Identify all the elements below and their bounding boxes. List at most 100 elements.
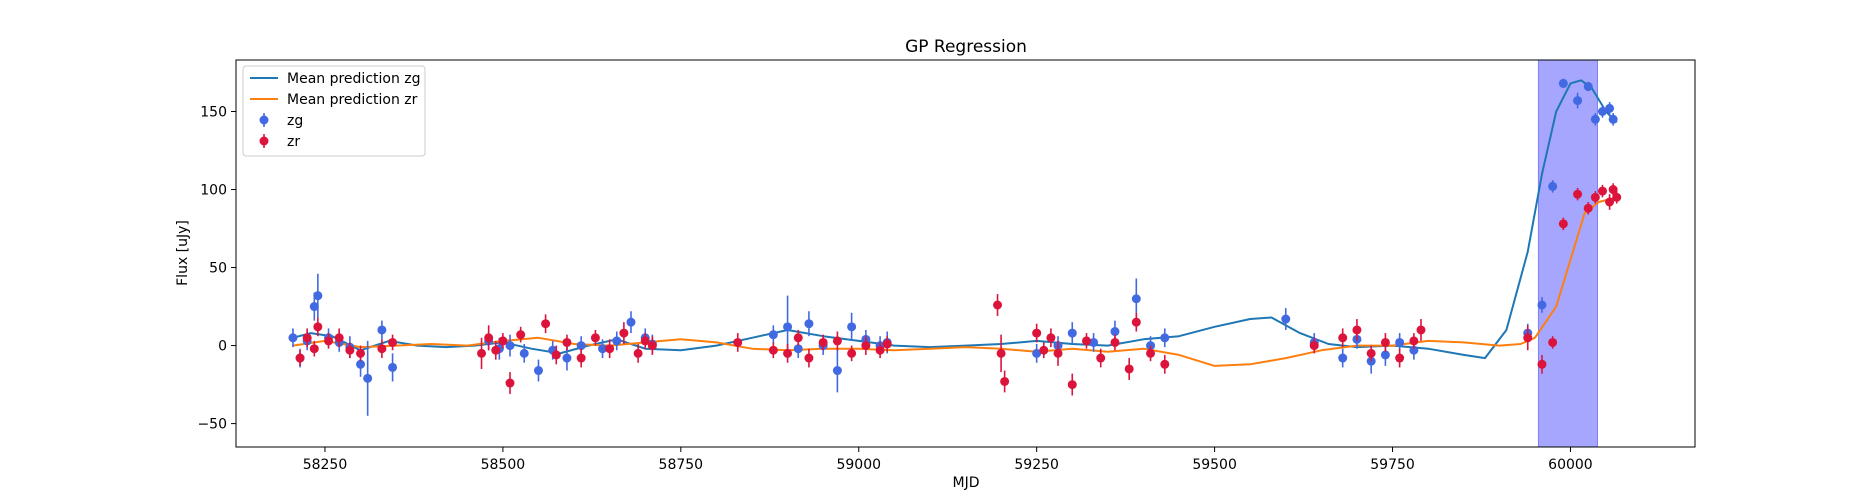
data-point bbox=[1597, 186, 1607, 196]
data-point bbox=[377, 325, 387, 335]
data-point bbox=[1548, 181, 1558, 191]
y-tick-label: 150 bbox=[200, 104, 227, 120]
data-point bbox=[1067, 328, 1077, 338]
data-point bbox=[356, 359, 366, 369]
legend-label: zr bbox=[287, 134, 300, 150]
x-tick-label: 59250 bbox=[1014, 457, 1059, 473]
data-point bbox=[576, 341, 586, 351]
data-point bbox=[783, 322, 793, 332]
data-point bbox=[626, 317, 636, 327]
y-tick-label: 0 bbox=[218, 339, 227, 355]
legend-marker-swatch bbox=[259, 115, 269, 125]
data-point bbox=[1081, 336, 1091, 346]
series-zr bbox=[295, 183, 1622, 396]
data-point bbox=[505, 341, 515, 351]
data-point bbox=[1160, 333, 1170, 343]
data-point bbox=[612, 336, 622, 346]
x-tick-label: 60000 bbox=[1548, 457, 1593, 473]
data-point bbox=[832, 336, 842, 346]
data-point bbox=[388, 337, 398, 347]
data-point bbox=[1067, 380, 1077, 390]
data-point bbox=[1416, 325, 1426, 335]
series-line bbox=[292, 196, 1617, 367]
data-point bbox=[590, 333, 600, 343]
data-point bbox=[519, 348, 529, 358]
data-point bbox=[1537, 300, 1547, 310]
plot-frame bbox=[235, 59, 1696, 448]
data-point bbox=[541, 319, 551, 329]
data-point bbox=[993, 300, 1003, 310]
x-tick-label: 58500 bbox=[481, 457, 526, 473]
data-point bbox=[1605, 197, 1615, 207]
data-point bbox=[733, 337, 743, 347]
data-point bbox=[498, 336, 508, 346]
data-point bbox=[1409, 336, 1419, 346]
data-point bbox=[996, 348, 1006, 358]
x-tick-label: 58250 bbox=[303, 457, 348, 473]
data-point bbox=[882, 339, 892, 349]
data-point bbox=[1338, 353, 1348, 363]
data-point bbox=[505, 378, 515, 388]
shaded-region bbox=[1537, 59, 1598, 448]
series-line bbox=[292, 79, 1618, 360]
data-point bbox=[818, 337, 828, 347]
data-point bbox=[1612, 192, 1622, 202]
data-point bbox=[804, 319, 814, 329]
data-point bbox=[1032, 328, 1042, 338]
legend-box bbox=[242, 65, 426, 157]
data-point bbox=[388, 362, 398, 372]
data-point bbox=[1281, 314, 1291, 324]
data-point bbox=[1608, 185, 1618, 195]
x-axis-title: MJD bbox=[953, 475, 980, 491]
data-point bbox=[1131, 317, 1141, 327]
data-point bbox=[551, 350, 561, 360]
data-point bbox=[847, 322, 857, 332]
data-point bbox=[1548, 337, 1558, 347]
data-point bbox=[1000, 376, 1010, 386]
data-point bbox=[1039, 345, 1049, 355]
data-point bbox=[1605, 103, 1615, 113]
data-point bbox=[295, 353, 305, 363]
data-point bbox=[647, 341, 657, 351]
data-point bbox=[619, 328, 629, 338]
legend-label: Mean prediction zg bbox=[287, 71, 421, 87]
data-point bbox=[1053, 348, 1063, 358]
data-point bbox=[377, 344, 387, 354]
series-mean-prediction-zg bbox=[292, 79, 1618, 360]
data-point bbox=[562, 337, 572, 347]
data-point bbox=[356, 348, 366, 358]
legend-label: Mean prediction zr bbox=[287, 92, 418, 108]
data-point bbox=[1096, 353, 1106, 363]
x-tick-label: 59000 bbox=[836, 457, 881, 473]
data-point bbox=[605, 344, 615, 354]
x-tick-label: 59750 bbox=[1370, 457, 1415, 473]
data-point bbox=[1309, 341, 1319, 351]
data-point bbox=[1089, 337, 1099, 347]
data-point bbox=[309, 344, 319, 354]
data-point bbox=[1395, 337, 1405, 347]
data-point bbox=[1590, 114, 1600, 124]
legend-marker-swatch bbox=[259, 136, 269, 146]
data-point bbox=[1558, 219, 1568, 229]
x-axis: 58250 58500 58750 59000 59250 59500 59750 60000 bbox=[303, 447, 1593, 473]
data-point bbox=[1558, 78, 1568, 88]
data-point bbox=[491, 345, 501, 355]
data-point bbox=[345, 345, 355, 355]
series-mean-prediction-zr bbox=[292, 196, 1617, 367]
data-point bbox=[832, 366, 842, 376]
data-point bbox=[288, 333, 298, 343]
data-point bbox=[484, 333, 494, 343]
data-point bbox=[768, 330, 778, 340]
legend: Mean prediction zg Mean prediction zr zg zr bbox=[242, 65, 426, 157]
data-point bbox=[1608, 114, 1618, 124]
data-point bbox=[783, 348, 793, 358]
data-point bbox=[861, 341, 871, 351]
data-point bbox=[875, 345, 885, 355]
data-point bbox=[1409, 345, 1419, 355]
x-tick-label: 58750 bbox=[659, 457, 704, 473]
data-point bbox=[1146, 348, 1156, 358]
data-point bbox=[533, 366, 543, 376]
data-point bbox=[1537, 359, 1547, 369]
data-point bbox=[1380, 337, 1390, 347]
data-point bbox=[804, 353, 814, 363]
